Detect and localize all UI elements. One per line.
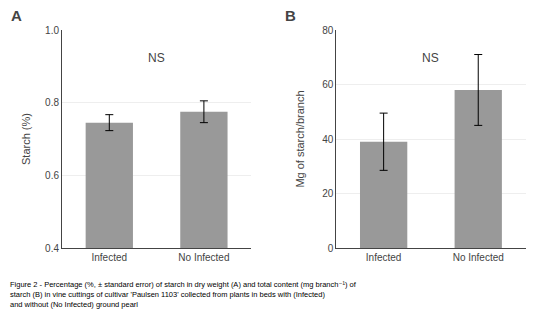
svg-text:20: 20 [322, 188, 334, 199]
svg-text:1.0: 1.0 [45, 25, 59, 36]
svg-text:Infected: Infected [366, 252, 402, 263]
svg-text:B: B [285, 7, 296, 24]
svg-text:NS: NS [422, 51, 439, 65]
svg-text:40: 40 [322, 134, 334, 145]
svg-text:No Infected: No Infected [453, 252, 504, 263]
svg-text:0.8: 0.8 [45, 97, 59, 108]
svg-text:80: 80 [322, 25, 334, 36]
svg-text:0.6: 0.6 [45, 170, 59, 181]
svg-text:Infected: Infected [92, 252, 128, 263]
svg-text:60: 60 [322, 79, 334, 90]
svg-text:Mg of starch/branch: Mg of starch/branch [294, 90, 306, 187]
svg-text:0.4: 0.4 [45, 243, 59, 254]
svg-text:0: 0 [328, 243, 334, 254]
svg-text:Starch (%): Starch (%) [20, 113, 32, 165]
svg-text:No Infected: No Infected [178, 252, 229, 263]
svg-text:NS: NS [148, 51, 165, 65]
svg-text:A: A [11, 7, 22, 24]
svg-text:Figure 2 - Percentage (%, ± st: Figure 2 - Percentage (%, ± standard err… [10, 280, 357, 309]
